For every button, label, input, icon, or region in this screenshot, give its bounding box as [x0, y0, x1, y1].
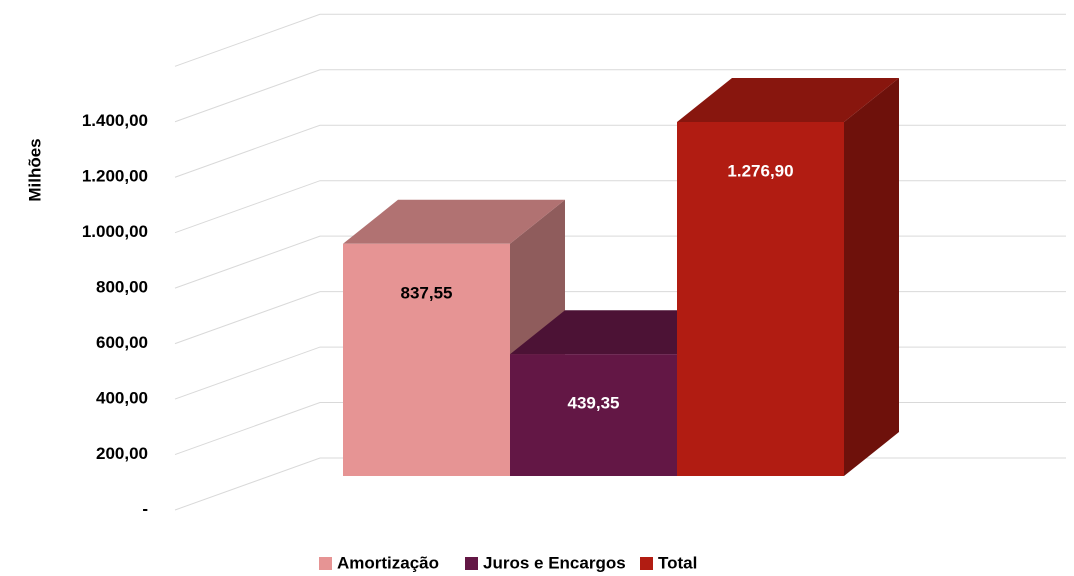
bar-side	[844, 78, 899, 476]
y-tick-label: 1.000,00	[82, 222, 148, 241]
y-tick-label: 1.400,00	[82, 111, 148, 130]
grid-line	[174, 180, 1066, 234]
legend-label: Total	[658, 553, 697, 572]
y-axis-title: Milhões	[25, 138, 44, 201]
grid-line	[174, 13, 1066, 67]
grid-line	[174, 69, 1066, 123]
bar	[510, 354, 677, 476]
y-tick-label: 400,00	[96, 389, 148, 408]
legend-swatch	[640, 557, 653, 570]
grid-line	[174, 235, 1066, 289]
data-label: 837,55	[401, 283, 453, 302]
bar-top	[510, 310, 732, 355]
y-tick-label: 1.200,00	[82, 167, 148, 186]
legend-swatch	[319, 557, 332, 570]
y-tick-label: 600,00	[96, 333, 148, 352]
legend-swatch	[465, 557, 478, 570]
legend-label: Juros e Encargos	[483, 553, 626, 572]
y-tick-label: 200,00	[96, 444, 148, 463]
y-tick-label: -	[142, 499, 148, 518]
bar	[343, 243, 510, 476]
legend-label: Amortização	[337, 553, 439, 572]
bar-top	[343, 199, 565, 244]
bar	[677, 122, 844, 476]
data-label: 439,35	[568, 394, 620, 413]
data-label: 1.276,90	[727, 161, 793, 180]
grid-line	[174, 124, 1066, 178]
y-tick-label: 800,00	[96, 278, 148, 297]
bar-top	[677, 78, 899, 122]
